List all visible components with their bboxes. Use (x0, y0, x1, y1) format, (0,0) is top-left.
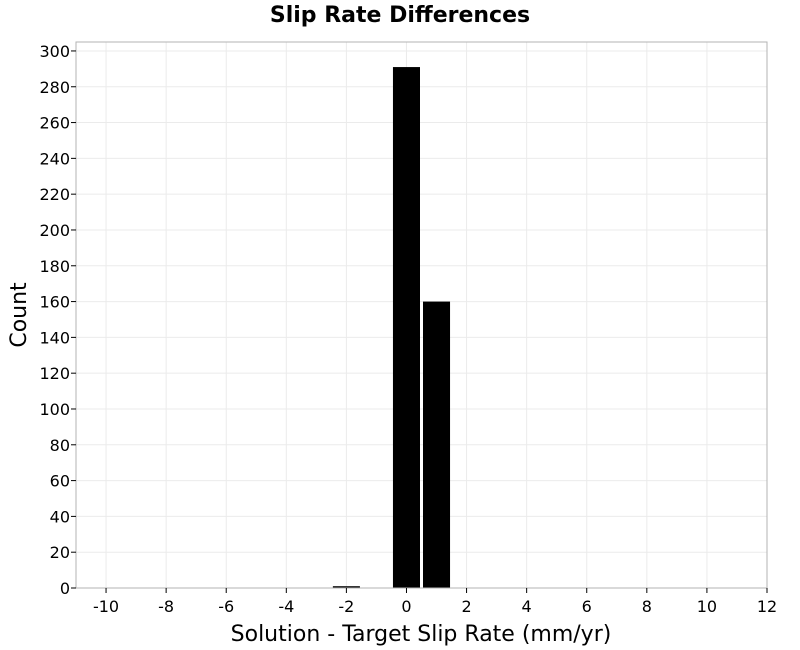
y-tick-label: 0 (60, 579, 70, 598)
grid-lines (76, 42, 768, 589)
histogram-bar (332, 586, 360, 588)
x-tick-label: 4 (522, 597, 532, 616)
x-tick-label: 2 (461, 597, 471, 616)
x-tick-label: -10 (93, 597, 119, 616)
x-tick-label: 0 (401, 597, 411, 616)
bars (332, 67, 451, 588)
y-tick-label: 280 (39, 78, 70, 97)
x-tick-label: 8 (642, 597, 652, 616)
y-tick-label: 160 (39, 293, 70, 312)
y-tick-label: 180 (39, 257, 70, 276)
x-tick-label: 6 (582, 597, 592, 616)
y-axis-ticks: 0 20 40 60 80 100 120 140 160 180 200 220 240 260 280 3… (39, 42, 76, 598)
histogram-bar (392, 67, 420, 588)
y-tick-label: 220 (39, 185, 70, 204)
y-tick-label: 120 (39, 364, 70, 383)
y-tick-label: 20 (50, 543, 70, 562)
y-tick-label: 40 (50, 507, 70, 526)
x-tick-label: 10 (697, 597, 717, 616)
x-axis-ticks: -10 -8 -6 -4 -2 0 2 4 6 8 10 12 (93, 588, 777, 616)
plot-frame (75, 41, 768, 589)
y-tick-label: 80 (50, 436, 70, 455)
x-axis-label: Solution - Target Slip Rate (mm/yr) (231, 622, 612, 647)
y-tick-label: 240 (39, 149, 70, 168)
chart-title: Slip Rate Differences (270, 3, 530, 28)
x-tick-label: -6 (218, 597, 234, 616)
y-tick-label: 140 (39, 328, 70, 347)
y-tick-label: 260 (39, 114, 70, 133)
y-tick-label: 200 (39, 221, 70, 240)
x-tick-label: -8 (158, 597, 174, 616)
histogram-bar (423, 301, 451, 588)
y-tick-label: 100 (39, 400, 70, 419)
y-tick-label: 300 (39, 42, 70, 61)
y-axis-label: Count (7, 282, 32, 348)
x-tick-label: -2 (338, 597, 354, 616)
x-tick-label: -4 (278, 597, 294, 616)
x-tick-label: 12 (757, 597, 777, 616)
y-tick-label: 60 (50, 472, 70, 491)
